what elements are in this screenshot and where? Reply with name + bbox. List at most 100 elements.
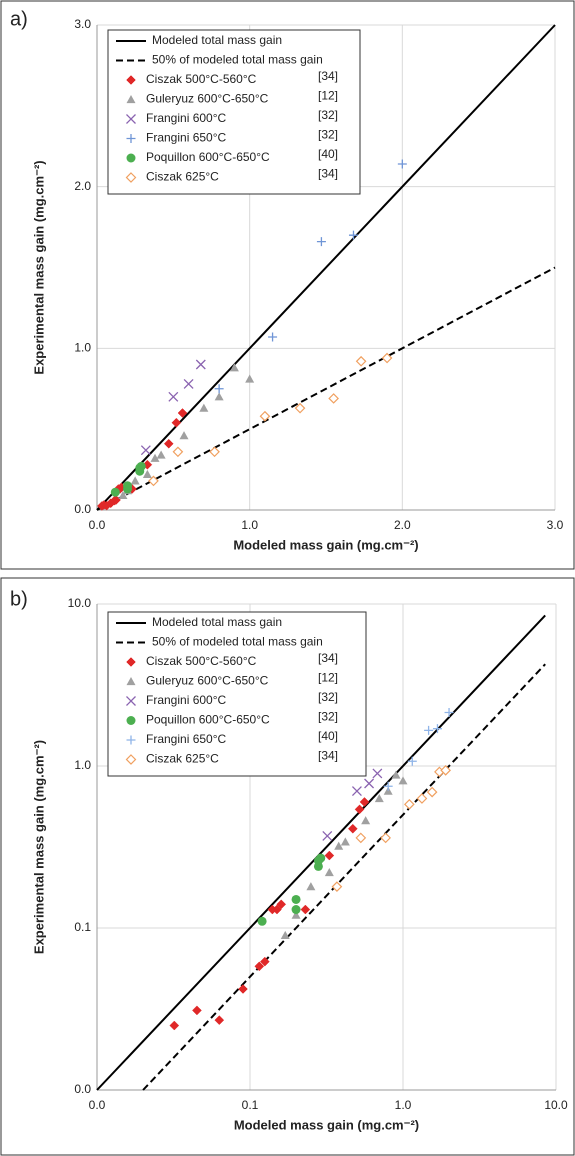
x-tick-label: 3.0 [547, 518, 564, 532]
legend-label: Ciszak 625°C [146, 170, 219, 184]
marker [324, 868, 334, 877]
panel-border [0, 577, 575, 1156]
marker [381, 352, 393, 364]
legend-marker [126, 657, 136, 667]
marker [291, 894, 301, 904]
y-tick-label: 2.0 [74, 179, 91, 193]
y-tick-label: 0.0 [74, 502, 91, 516]
marker [195, 359, 206, 370]
legend-label: Frangini 600°C [146, 111, 227, 125]
x-axis-label: Modeled mass gain (mg.cm⁻²) [234, 1117, 419, 1132]
marker [380, 832, 391, 844]
legend-label: Modeled total mass gain [152, 615, 282, 629]
marker [268, 332, 278, 342]
marker [276, 899, 287, 910]
marker [172, 446, 184, 458]
marker [324, 850, 335, 861]
marker [426, 786, 438, 798]
marker [177, 408, 188, 418]
legend-label: Ciszak 500°C-560°C [146, 654, 257, 668]
marker [444, 707, 454, 717]
marker [291, 910, 301, 919]
legend-marker [126, 114, 136, 124]
legend-marker [125, 754, 137, 765]
legend-label: Poquillon 600°C-650°C [146, 713, 270, 727]
x-axis-label: Modeled mass gain (mg.cm⁻²) [233, 537, 418, 552]
legend-ref: [34] [318, 749, 338, 763]
legend-label: Ciszak 625°C [146, 752, 219, 766]
legend-label: Guleryuz 600°C-650°C [146, 92, 269, 106]
marker [432, 724, 442, 734]
legend-marker [126, 716, 136, 725]
marker [291, 905, 301, 915]
legend-ref: [40] [318, 729, 338, 743]
marker [229, 363, 239, 372]
legend-label: Ciszak 500°C-560°C [146, 72, 257, 86]
marker [391, 770, 401, 779]
marker [259, 410, 271, 422]
marker [354, 804, 365, 815]
marker [150, 453, 160, 462]
legend-ref: [12] [318, 89, 338, 103]
marker [142, 469, 152, 479]
marker [163, 438, 174, 449]
marker [407, 756, 417, 766]
marker [272, 904, 282, 915]
marker [259, 956, 270, 967]
marker [424, 725, 434, 735]
legend-label: Poquillon 600°C-650°C [146, 150, 270, 164]
marker [397, 159, 407, 169]
y-tick-label: 3.0 [74, 17, 91, 31]
legend-label: Frangini 650°C [146, 131, 227, 145]
legend-box [107, 611, 367, 777]
reference-line [96, 24, 556, 511]
marker [171, 417, 182, 428]
legend-marker [126, 153, 136, 163]
marker [214, 1015, 225, 1025]
legend-ref: [32] [318, 128, 338, 142]
x-tick-label: 2.0 [394, 518, 411, 532]
x-tick-label: 1.0 [395, 1098, 412, 1112]
x-tick-label: 10.0 [544, 1098, 568, 1112]
marker [123, 481, 133, 491]
marker [398, 776, 408, 785]
marker [300, 904, 311, 915]
marker [328, 393, 339, 404]
legend-marker [126, 677, 136, 686]
legend-marker [126, 134, 136, 143]
legend-ref: [32] [318, 108, 338, 122]
marker [118, 490, 128, 500]
marker [351, 786, 362, 797]
marker [364, 778, 375, 789]
marker [183, 378, 194, 389]
marker [372, 768, 383, 779]
marker [148, 475, 159, 487]
marker [403, 798, 415, 810]
panel-border [0, 0, 575, 570]
legend-label: Frangini 650°C [146, 732, 227, 746]
marker [199, 403, 209, 412]
marker [348, 230, 358, 240]
panel-label: b) [10, 588, 28, 610]
marker [361, 816, 371, 825]
legend-box [107, 29, 361, 195]
marker [340, 837, 350, 846]
marker [331, 881, 343, 892]
legend-marker [126, 735, 136, 745]
legend-ref: [34] [318, 167, 338, 181]
marker [383, 781, 393, 791]
x-tick-label: 0.1 [242, 1098, 259, 1112]
legend-ref: [34] [318, 69, 338, 83]
marker [334, 841, 344, 850]
x-tick-label: 1.0 [241, 518, 258, 532]
x-tick-label: 0.0 [89, 518, 106, 532]
y-axis-label: Experimental mass gain (mg.cm⁻²) [31, 740, 46, 954]
y-tick-label: 1.0 [74, 341, 91, 355]
marker [440, 765, 451, 776]
legend-label: Frangini 600°C [146, 693, 227, 707]
marker [245, 374, 255, 383]
marker [280, 930, 290, 940]
reference-line [96, 266, 556, 511]
legend-ref: [12] [318, 671, 338, 685]
